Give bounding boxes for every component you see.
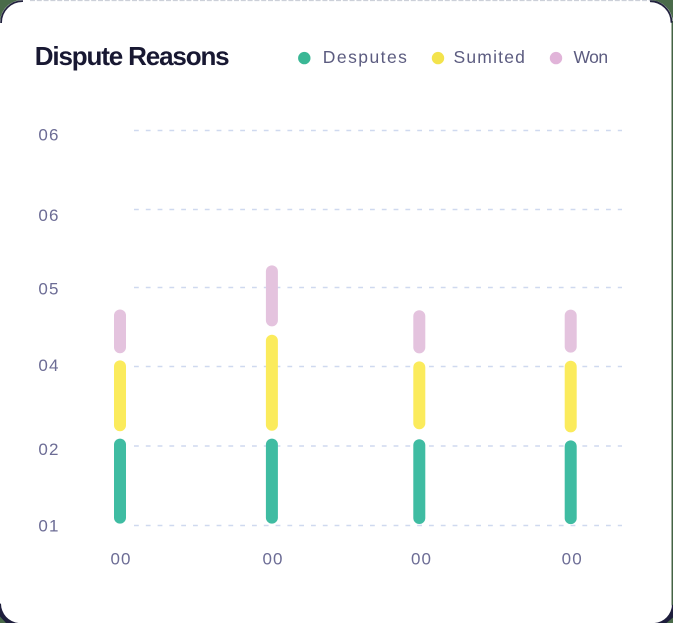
svg-text:04: 04 — [38, 356, 59, 375]
svg-text:Won: Won — [574, 47, 608, 67]
svg-text:00: 00 — [562, 550, 583, 569]
svg-text:05: 05 — [38, 280, 59, 299]
svg-text:00: 00 — [411, 550, 432, 569]
svg-text:01: 01 — [38, 516, 59, 535]
svg-text:Sumited: Sumited — [454, 47, 527, 67]
svg-text:Dispute Reasons: Dispute Reasons — [35, 41, 229, 71]
svg-text:06: 06 — [38, 125, 59, 144]
svg-text:00: 00 — [110, 550, 131, 569]
svg-text:Desputes: Desputes — [323, 47, 409, 67]
svg-text:02: 02 — [38, 440, 59, 459]
svg-text:00: 00 — [262, 550, 283, 569]
svg-text:06: 06 — [38, 206, 59, 225]
